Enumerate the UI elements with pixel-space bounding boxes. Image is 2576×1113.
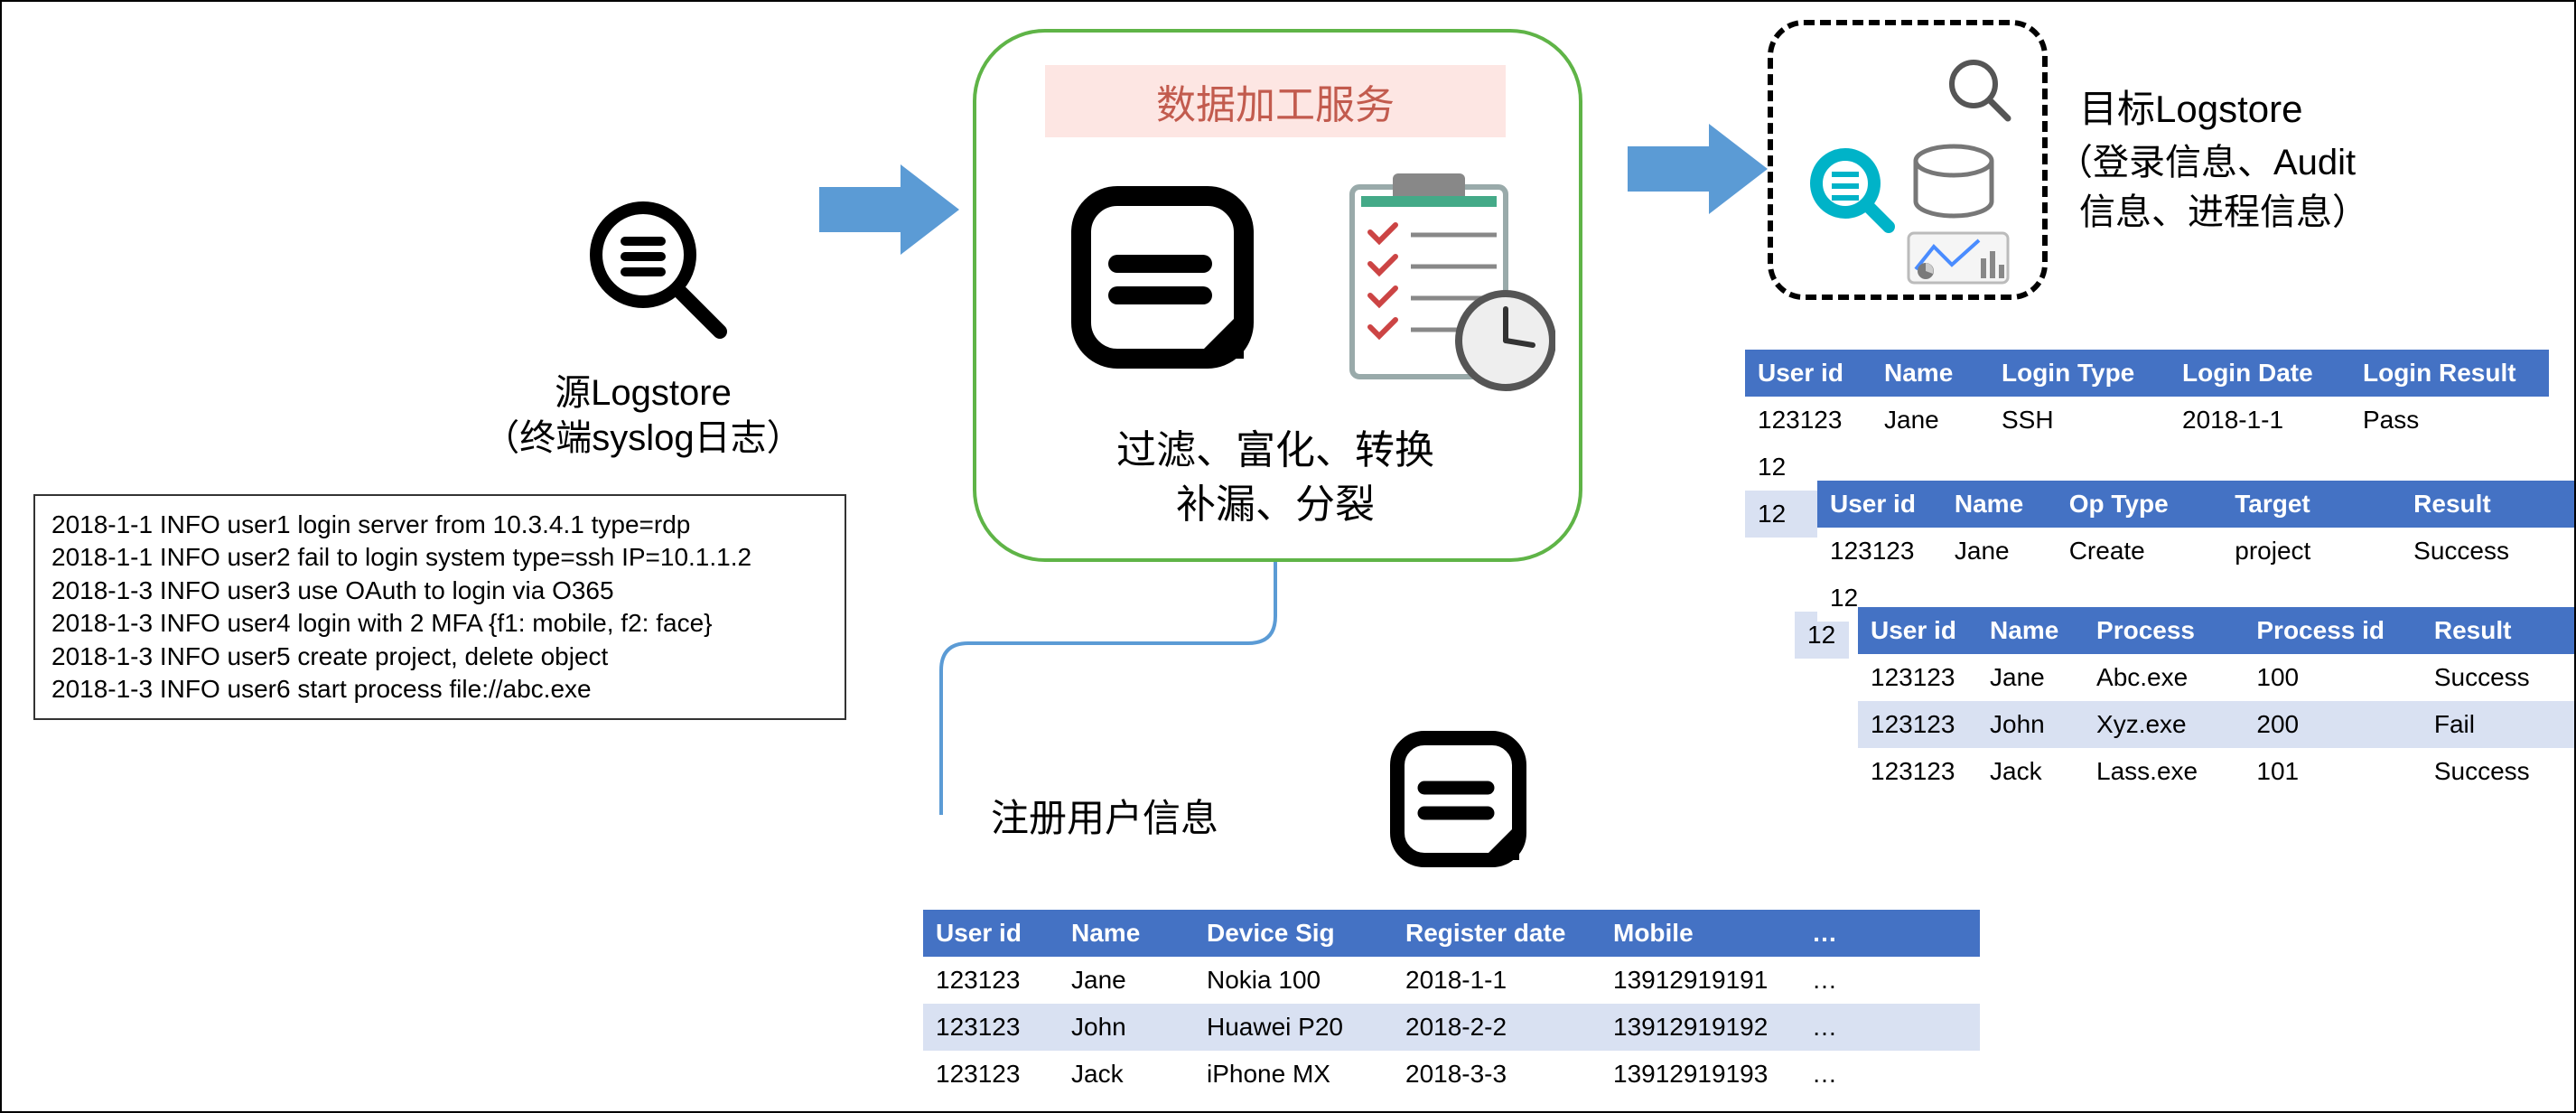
audit-col: Result bbox=[2401, 481, 2574, 528]
table-row: 123123 Jane Create project Success bbox=[1817, 528, 2574, 575]
syslog-line: 2018-1-1 INFO user2 fail to login system… bbox=[51, 541, 828, 574]
process-col: Name bbox=[1977, 607, 2084, 654]
target-label: 目标Logstore bbox=[2079, 79, 2302, 134]
table-row: 123123 John Xyz.exe 200 Fail bbox=[1858, 701, 2574, 748]
syslog-line: 2018-1-3 INFO user3 use OAuth to login v… bbox=[51, 575, 828, 607]
register-col: Name bbox=[1059, 910, 1194, 957]
source-sublabel: （终端syslog日志） bbox=[462, 408, 824, 461]
register-label: 注册用户信息 bbox=[991, 788, 1218, 843]
document-icon bbox=[1063, 178, 1271, 390]
source-magnifier-icon bbox=[580, 192, 733, 350]
process-col: Process bbox=[2084, 607, 2244, 654]
login-col: Name bbox=[1871, 350, 1989, 397]
process-col: Result bbox=[2422, 607, 2574, 654]
login-col: Login Result bbox=[2350, 350, 2549, 397]
target-dashed-box bbox=[1768, 20, 2048, 300]
login-col: Login Type bbox=[1989, 350, 2170, 397]
register-table: User id Name Device Sig Register date Mo… bbox=[923, 910, 1980, 1098]
process-col: User id bbox=[1858, 607, 1977, 654]
audit-col: Op Type bbox=[2057, 481, 2223, 528]
register-col: … bbox=[1799, 910, 1980, 957]
processing-sub1: 过滤、富化、转换 bbox=[1022, 417, 1528, 475]
login-col: Login Date bbox=[2170, 350, 2350, 397]
audit-col: Target bbox=[2222, 481, 2401, 528]
syslog-line: 2018-1-3 INFO user5 create project, dele… bbox=[51, 641, 828, 673]
processing-title-wrap: 数据加工服务 bbox=[1045, 65, 1506, 137]
process-table: User id Name Process Process id Result 1… bbox=[1858, 607, 2574, 795]
register-col: Device Sig bbox=[1194, 910, 1393, 957]
target-sublabel1: （登录信息、Audit bbox=[2057, 133, 2356, 185]
table-row: 123123 John Huawei P20 2018-2-2 13912919… bbox=[923, 1004, 1980, 1051]
arrow-processing-to-target bbox=[1628, 119, 1772, 223]
register-document-icon bbox=[1384, 725, 1537, 883]
table-row: 123123 Jack Lass.exe 101 Success bbox=[1858, 748, 2574, 795]
audit-col: User id bbox=[1817, 481, 1942, 528]
table-row: 123123 Jack iPhone MX 2018-3-3 139129191… bbox=[923, 1051, 1980, 1098]
syslog-line: 2018-1-1 INFO user1 login server from 10… bbox=[51, 509, 828, 541]
table-row: 123123 Jane Nokia 100 2018-1-1 139129191… bbox=[923, 957, 1980, 1004]
audit-table: User id Name Op Type Target Result 12312… bbox=[1817, 481, 2574, 622]
table-row: 123123 Jane SSH 2018-1-1 Pass bbox=[1745, 397, 2549, 444]
table-row: 123123 Jane Abc.exe 100 Success bbox=[1858, 654, 2574, 701]
register-col: User id bbox=[923, 910, 1059, 957]
target-sublabel2: 信息、进程信息） bbox=[2079, 182, 2368, 235]
checklist-clock-icon bbox=[1330, 164, 1555, 404]
syslog-line: 2018-1-3 INFO user4 login with 2 MFA {f1… bbox=[51, 607, 828, 640]
processing-sub2: 补漏、分裂 bbox=[1022, 472, 1528, 529]
register-col: Mobile bbox=[1601, 910, 1799, 957]
syslog-line: 2018-1-3 INFO user6 start process file:/… bbox=[51, 673, 828, 706]
audit-col: Name bbox=[1942, 481, 2057, 528]
processing-title: 数据加工服务 bbox=[1156, 72, 1395, 130]
syslog-box: 2018-1-1 INFO user1 login server from 10… bbox=[33, 494, 846, 720]
process-col: Process id bbox=[2244, 607, 2421, 654]
arrow-source-to-processing bbox=[819, 160, 964, 264]
login-col: User id bbox=[1745, 350, 1871, 397]
register-col: Register date bbox=[1393, 910, 1601, 957]
